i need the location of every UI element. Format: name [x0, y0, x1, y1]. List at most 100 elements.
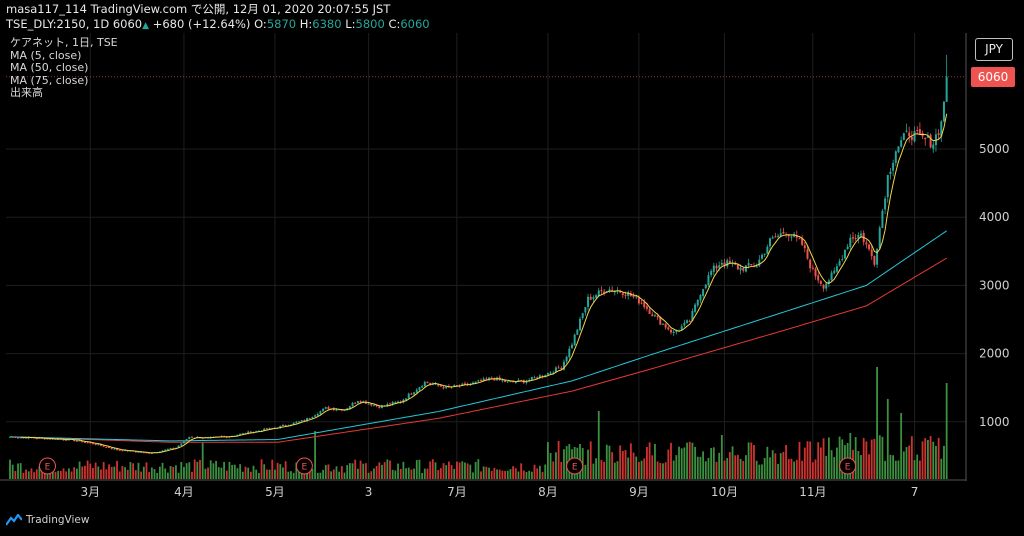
volume-bar: [694, 446, 696, 479]
candle-body: [134, 451, 137, 453]
volume-bar: [62, 468, 65, 479]
volume-bar: [635, 456, 638, 479]
volume-bar: [134, 470, 137, 479]
volume-bar: [838, 436, 841, 479]
candle-body: [247, 431, 250, 434]
volume-bar: [472, 472, 474, 479]
volume-bar: [413, 468, 415, 479]
volume-bar: [854, 437, 857, 479]
volume-bar: [225, 470, 228, 479]
candle-body: [688, 321, 691, 323]
volume-bar: [608, 445, 611, 479]
candle-body: [391, 402, 394, 405]
volume-bar: [49, 471, 52, 479]
volume-bar: [889, 454, 892, 479]
high-value: 6380: [312, 17, 342, 31]
volume-bar: [541, 471, 544, 479]
candle-body: [225, 436, 228, 438]
volume-bar: [940, 458, 943, 479]
volume-bar: [811, 462, 814, 479]
candle-body: [201, 438, 204, 440]
volume-bar: [482, 466, 485, 479]
candle-body: [777, 235, 780, 237]
volume-bar: [477, 459, 480, 479]
earnings-marker: [38, 457, 56, 475]
candle-body: [137, 451, 140, 453]
candle-body: [645, 306, 648, 309]
volume-bar: [73, 467, 76, 479]
volume-bar: [308, 470, 311, 479]
currency-button[interactable]: JPY: [975, 38, 1013, 61]
candle-body: [801, 238, 804, 245]
open-value: 5870: [266, 17, 297, 31]
x-tick-label: 3月: [80, 485, 100, 499]
volume-bar: [785, 445, 787, 479]
up-arrow-icon: ▲: [142, 21, 150, 31]
volume-bar: [295, 462, 298, 479]
candle-body: [696, 299, 699, 306]
volume-bar: [201, 443, 204, 479]
volume-bar: [94, 462, 97, 479]
volume-bar: [549, 452, 552, 479]
volume-bar: [156, 472, 159, 479]
volume-bar: [153, 469, 156, 479]
candle-body: [868, 244, 871, 250]
volume-bar: [164, 468, 167, 479]
candle-body: [439, 385, 442, 387]
volume-bar: [418, 459, 421, 479]
volume-bar: [702, 451, 705, 479]
volume-bar: [100, 469, 102, 479]
x-tick-label: 10月: [711, 485, 738, 499]
volume-bar: [771, 450, 774, 479]
volume-bar: [223, 461, 225, 479]
candle-body: [774, 236, 777, 238]
volume-bar: [464, 462, 466, 479]
volume-bar: [678, 446, 680, 479]
candle-body: [35, 438, 38, 440]
candle-body: [140, 451, 143, 453]
tradingview-logo[interactable]: TradingView: [6, 514, 89, 526]
candle-body: [653, 315, 656, 317]
candle-body: [324, 407, 327, 409]
volume-bar: [252, 465, 255, 479]
candle-body: [319, 411, 322, 415]
candle-body: [763, 253, 766, 256]
volume-bar: [742, 460, 745, 479]
candle-body: [627, 292, 630, 296]
volume-bar: [249, 471, 252, 479]
volume-bar: [849, 433, 852, 479]
candle-body: [702, 289, 705, 296]
candle-body: [934, 134, 937, 146]
candle-body: [937, 133, 940, 135]
candle-body: [595, 295, 598, 298]
price-chart[interactable]: 1000 2000 3000 4000 5000 3月 4月 5月 3 7月 8月 9月 10月 11月 7…: [0, 33, 1024, 513]
volume-bar: [81, 466, 84, 479]
candle-body: [902, 133, 905, 141]
candle-body: [723, 262, 726, 266]
volume-bar: [600, 459, 603, 479]
volume-bar: [605, 444, 608, 479]
candle-body: [680, 326, 683, 331]
volume-bar: [892, 455, 895, 479]
candle-body: [929, 134, 932, 148]
volume-bar: [512, 466, 515, 479]
candle-body: [241, 433, 244, 435]
candle-body: [314, 415, 317, 417]
candle-body: [568, 348, 571, 358]
candle-body: [57, 438, 60, 440]
candle-body: [97, 444, 100, 446]
candle-body: [108, 446, 111, 448]
volume-bar: [193, 459, 196, 479]
volume-bar: [758, 464, 761, 479]
volume-bar: [343, 472, 346, 479]
candle-body: [878, 227, 881, 249]
volume-bar: [696, 456, 699, 479]
volume-bar: [284, 461, 287, 479]
candle-body: [798, 238, 801, 240]
volume-bar: [322, 469, 325, 479]
volume-bar: [683, 447, 686, 479]
volume-bar: [381, 464, 383, 479]
candle-body: [771, 237, 774, 239]
candle-body: [926, 135, 929, 138]
volume-bar: [25, 469, 27, 479]
